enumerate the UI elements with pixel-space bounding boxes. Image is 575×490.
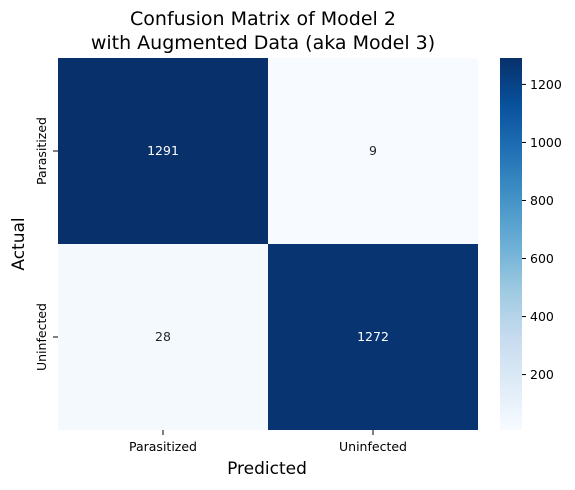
y-tick-label: Parasitized (34, 117, 49, 185)
colorbar-tick-label: 1000 (530, 135, 562, 150)
y-axis-label: Actual (9, 217, 29, 270)
chart-title-line-1: Confusion Matrix of Model 2 (130, 8, 396, 30)
cell-value-label: 9 (369, 143, 377, 158)
colorbar-tick-label: 800 (530, 193, 554, 208)
colorbar-tick-label: 1200 (530, 77, 562, 92)
cell-value-label: 28 (155, 329, 171, 344)
y-axis-ticks: Parasitized Uninfected (34, 117, 58, 371)
colorbar-tick-label: 600 (530, 251, 554, 266)
chart-title-line-2: with Augmented Data (aka Model 3) (91, 32, 435, 54)
x-axis-ticks: Parasitized Uninfected (129, 430, 407, 454)
x-tick-label: Parasitized (129, 439, 197, 454)
colorbar-tick-label: 200 (530, 367, 554, 382)
cell-value-label: 1272 (357, 329, 389, 344)
x-tick-label: Uninfected (339, 439, 407, 454)
heatmap-cell (268, 244, 478, 430)
heatmap-cell (58, 244, 268, 430)
heatmap-cells: 1291 9 28 1272 (58, 58, 478, 430)
y-tick-label: Uninfected (34, 303, 49, 371)
x-axis-label: Predicted (227, 459, 307, 479)
colorbar-tick-label: 400 (530, 309, 554, 324)
colorbar-ticks: 200 400 600 800 1000 1200 (522, 77, 562, 382)
colorbar (500, 58, 522, 430)
cell-value-label: 1291 (147, 143, 179, 158)
heatmap-cell (58, 58, 268, 244)
heatmap-cell (268, 58, 478, 244)
